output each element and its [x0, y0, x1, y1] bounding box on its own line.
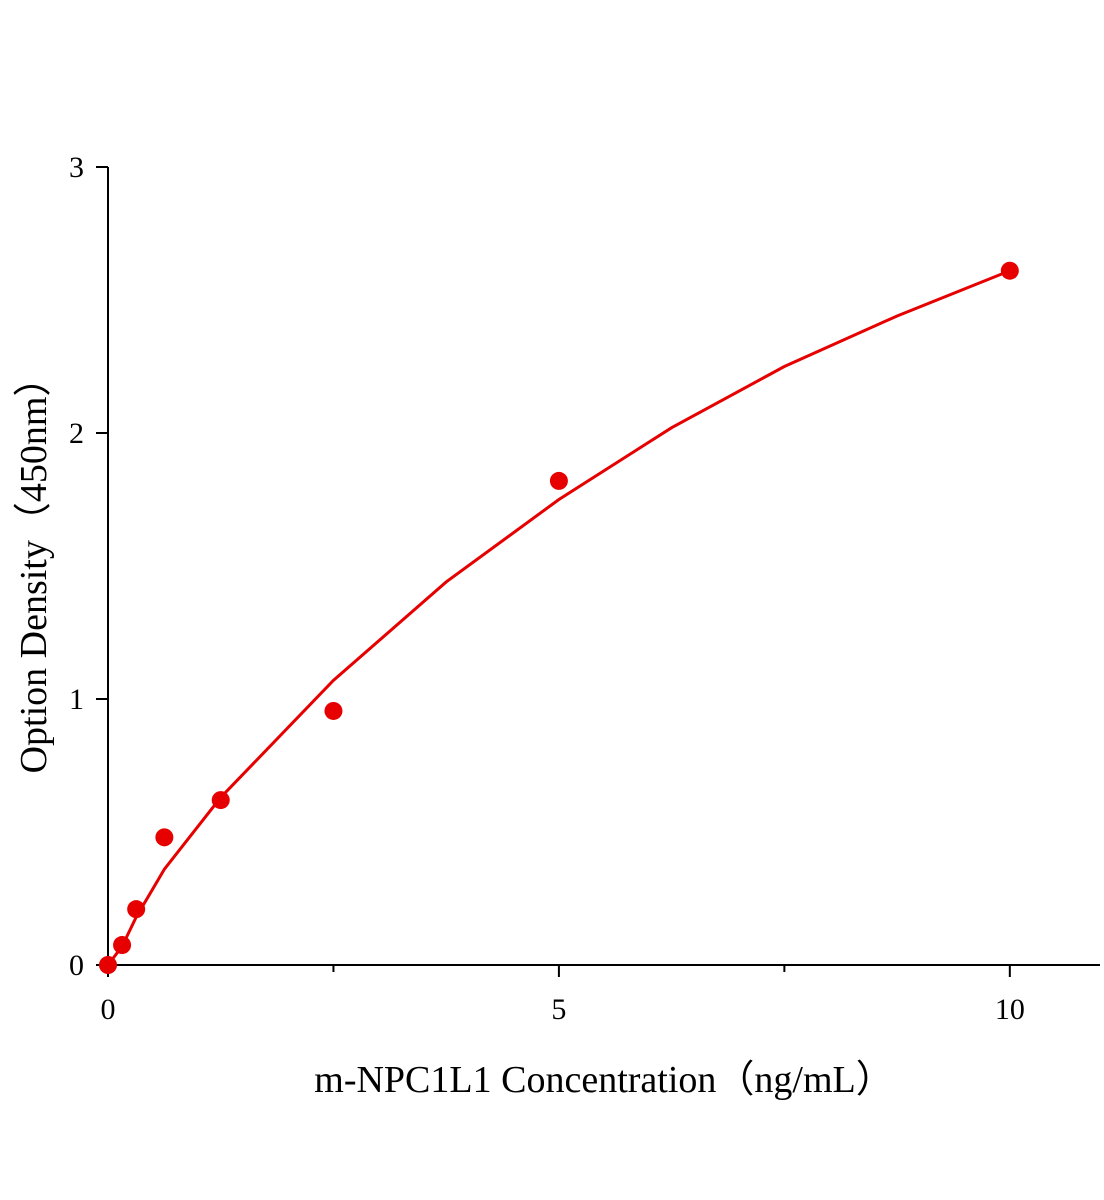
- data-point: [211, 791, 230, 810]
- y-tick-label: 0: [69, 949, 84, 982]
- y-axis-label: Option Density（450nm）: [13, 359, 55, 774]
- data-point: [1000, 261, 1019, 280]
- data-point: [324, 701, 343, 720]
- x-tick-label: 10: [995, 993, 1025, 1026]
- data-point: [113, 936, 132, 955]
- y-tick-label: 3: [69, 151, 84, 184]
- data-point: [549, 471, 568, 490]
- x-axis-label: m-NPC1L1 Concentration（ng/mL）: [314, 1059, 893, 1101]
- x-tick-label: 0: [101, 993, 116, 1026]
- x-tick-label: 5: [551, 993, 566, 1026]
- data-point: [127, 900, 146, 919]
- y-tick-label: 2: [69, 417, 84, 450]
- data-point: [99, 956, 117, 974]
- fit-curve: [106, 269, 1011, 966]
- y-tick-label: 1: [69, 683, 84, 716]
- data-point: [155, 828, 174, 847]
